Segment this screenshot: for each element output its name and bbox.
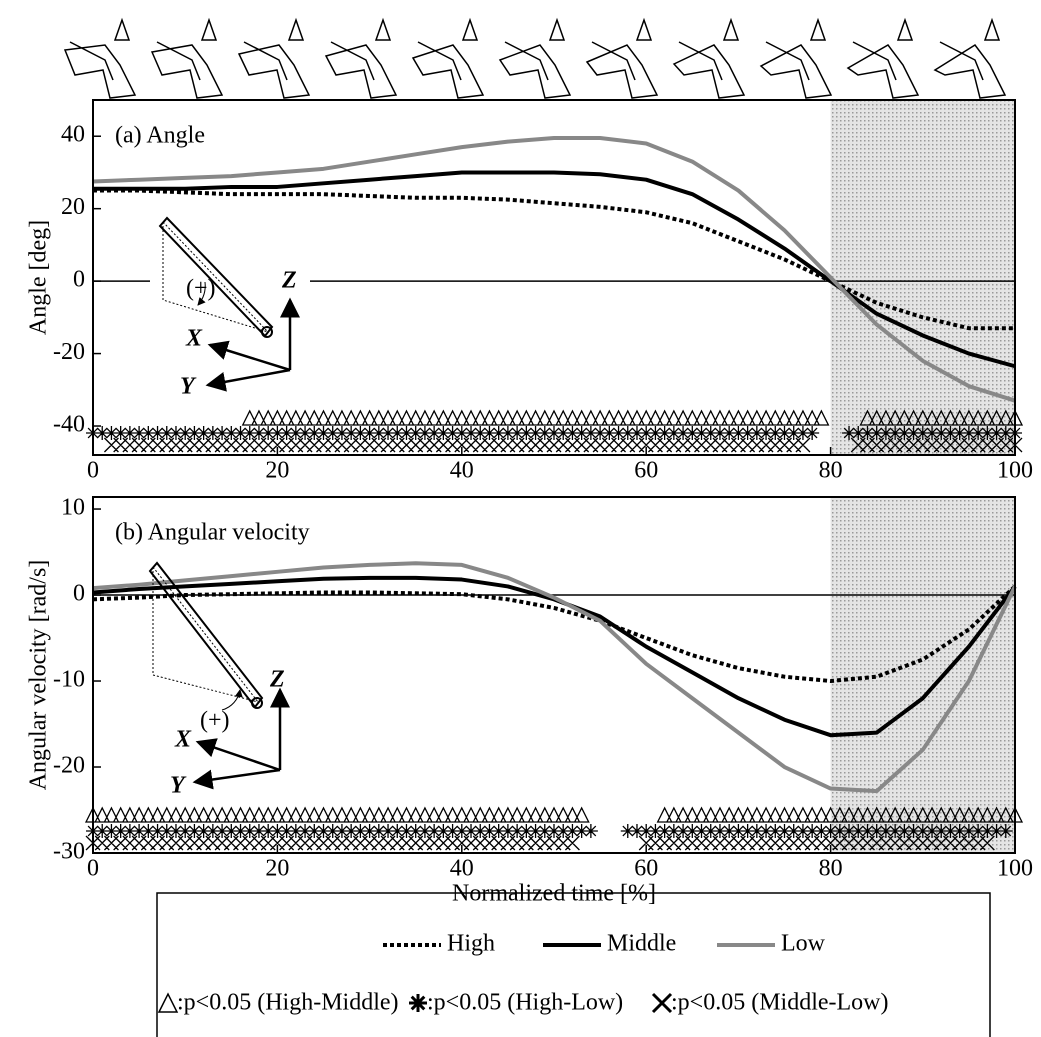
significance-marks xyxy=(86,426,820,440)
y-tick-label: -20 xyxy=(53,753,85,779)
series-line xyxy=(92,584,1017,684)
significance-marks xyxy=(103,437,811,453)
stick-figure xyxy=(585,17,659,99)
x-tick-label: 0 xyxy=(87,856,99,882)
legend-label: Middle xyxy=(607,931,676,957)
x-tick-label: 0 xyxy=(87,458,99,484)
legend-label: Low xyxy=(781,931,826,957)
x-tick-label: 40 xyxy=(450,856,474,882)
plot-frame xyxy=(92,99,1016,456)
x-tick-label: 100 xyxy=(997,856,1033,882)
x-tick-label: 20 xyxy=(265,458,289,484)
y-tick-label: 0 xyxy=(73,581,85,607)
inset-b: (+) Z X Y xyxy=(148,561,290,799)
significance-marks xyxy=(638,835,995,851)
stick-figure xyxy=(237,17,311,99)
legend-label: :p<0.05 (High-Low) xyxy=(427,990,623,1016)
significance-marks xyxy=(86,824,598,838)
inset-x: X xyxy=(174,727,192,753)
significance-marks xyxy=(84,806,590,823)
x-tick-label: 60 xyxy=(634,856,658,882)
significance-marks xyxy=(620,824,1013,838)
inset-z: Z xyxy=(269,667,285,693)
inset-y: Y xyxy=(170,773,187,799)
x-tick-label: 100 xyxy=(997,458,1033,484)
y-tick-label: -10 xyxy=(53,667,85,693)
legend-symbol xyxy=(409,994,427,1012)
y-tick-label: 10 xyxy=(61,495,85,521)
stick-figure xyxy=(759,17,833,99)
significance-marks xyxy=(241,409,830,426)
stick-figure xyxy=(63,17,137,99)
significance-marks xyxy=(859,409,1024,426)
y-axis-label: Angle [deg] xyxy=(26,220,52,335)
x-tick-label: 40 xyxy=(450,458,474,484)
significance-marks xyxy=(85,835,580,851)
y-axis-label: Angular velocity [rad/s] xyxy=(26,560,52,791)
stick-figure xyxy=(933,17,1007,99)
inset-y: Y xyxy=(180,374,197,400)
inset-plus: (+) xyxy=(200,708,230,734)
series-line xyxy=(92,136,1016,403)
stick-figure xyxy=(150,17,224,99)
x-tick-label: 60 xyxy=(634,458,658,484)
stick-figures xyxy=(63,17,1007,99)
legend-symbol xyxy=(651,992,673,1014)
stick-figure xyxy=(498,17,572,99)
y-tick-label: -20 xyxy=(53,339,85,365)
legend-box xyxy=(156,892,991,1037)
plot-frame xyxy=(92,496,1016,854)
panel-title: (a) Angle xyxy=(115,123,205,149)
stick-figure xyxy=(846,17,920,99)
series-line xyxy=(93,188,1015,331)
legend: High Middle Low :p<0.05 (High-Middle) :p<0.0… xyxy=(157,931,889,1016)
x-tick-label: 80 xyxy=(819,458,843,484)
y-tick-label: 0 xyxy=(73,267,85,293)
inset-a: (+) Z X Y xyxy=(150,210,310,400)
shaded-region xyxy=(830,100,1015,455)
inset-z: Z xyxy=(281,268,297,294)
shaded-region xyxy=(830,497,1015,853)
x-tick-label: 20 xyxy=(265,856,289,882)
series-line xyxy=(93,170,1016,369)
y-tick-label: -30 xyxy=(53,839,85,865)
inset-plus: (+) xyxy=(186,276,216,302)
y-tick-label: 40 xyxy=(61,122,85,148)
stick-figure xyxy=(672,17,746,99)
stick-figure xyxy=(411,17,485,99)
significance-marks xyxy=(842,426,1022,440)
inset-x: X xyxy=(185,326,203,352)
significance-marks xyxy=(850,437,1023,453)
series-line xyxy=(92,561,1017,794)
x-tick-label: 80 xyxy=(819,856,843,882)
legend-symbol xyxy=(157,992,179,1013)
significance-marks xyxy=(656,806,1024,823)
legend-label: :p<0.05 (High-Middle) xyxy=(177,990,399,1016)
panel-title: (b) Angular velocity xyxy=(115,520,310,546)
legend-label: High xyxy=(447,931,495,957)
legend-label: :p<0.05 (Middle-Low) xyxy=(671,990,889,1016)
stick-figure xyxy=(324,17,398,99)
y-tick-label: -40 xyxy=(53,412,85,438)
y-tick-label: 20 xyxy=(61,194,85,220)
